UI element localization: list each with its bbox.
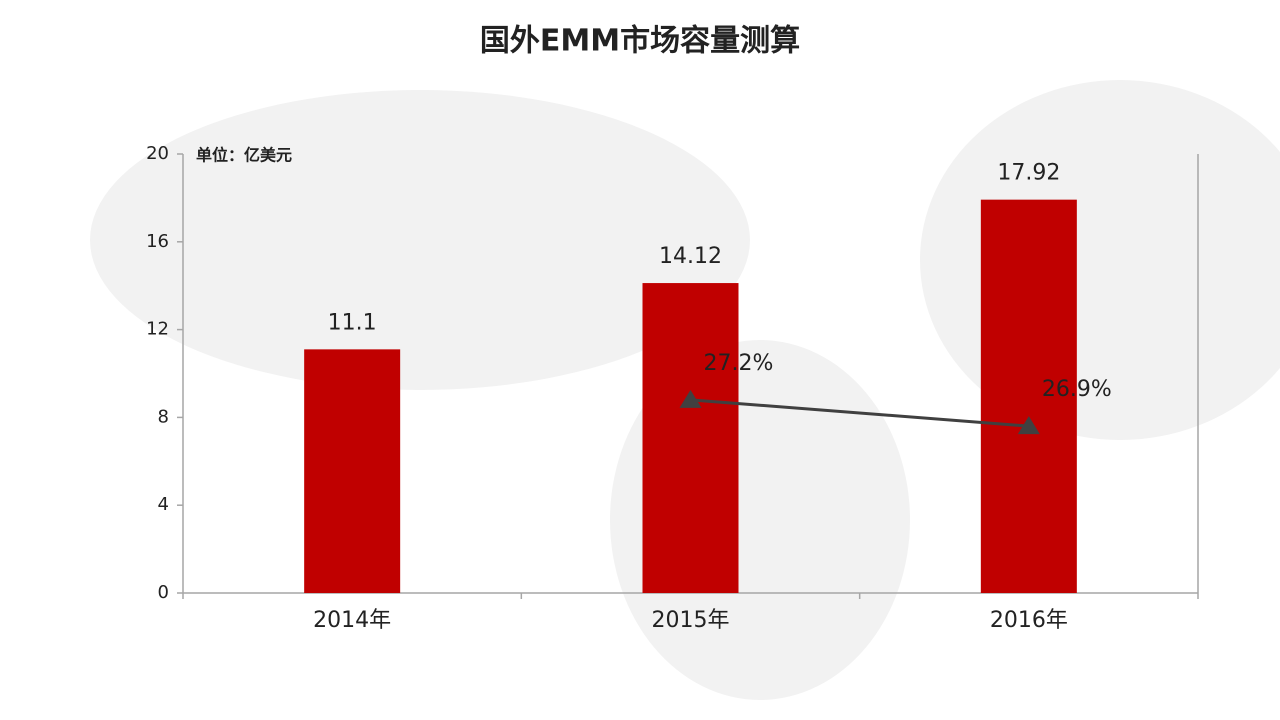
x-tick-label: 2015年 [652,608,730,633]
y-tick-label: 12 [146,319,169,340]
bar [980,199,1077,593]
line-value-label: 26.9% [1042,377,1112,402]
line [690,398,1029,428]
bar [304,349,401,593]
y-tick-label: 16 [146,231,169,252]
unit-annotation: 单位：亿美元 [196,146,292,165]
y-tick-label: 8 [158,406,169,427]
chart-title: 国外EMM市场容量测算 [480,24,800,59]
x-tick-label: 2014年 [313,608,391,633]
bar-value-label: 17.92 [997,161,1060,186]
y-tick-label: 20 [146,143,169,164]
line-marker [1017,416,1040,435]
bar [642,283,739,593]
x-tick-label: 2016年 [990,608,1068,633]
bar-value-label: 11.1 [328,310,377,335]
bar-value-label: 14.12 [659,244,722,269]
y-tick-label: 0 [158,582,169,603]
line-value-label: 27.2% [704,351,774,376]
line-marker [679,389,702,408]
y-tick-label: 4 [158,494,169,515]
